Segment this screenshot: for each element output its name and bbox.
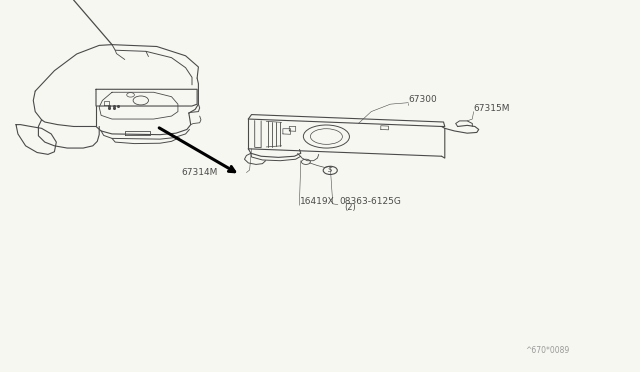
Text: S: S	[328, 167, 333, 173]
Text: 16419X: 16419X	[300, 198, 334, 206]
Text: 08363-6125G: 08363-6125G	[339, 197, 401, 206]
Text: 67300: 67300	[408, 95, 437, 104]
Text: 67315M: 67315M	[474, 105, 510, 113]
Text: 67314M: 67314M	[181, 169, 218, 177]
Text: (2): (2)	[344, 203, 356, 212]
Text: ^670*0089: ^670*0089	[525, 346, 569, 355]
